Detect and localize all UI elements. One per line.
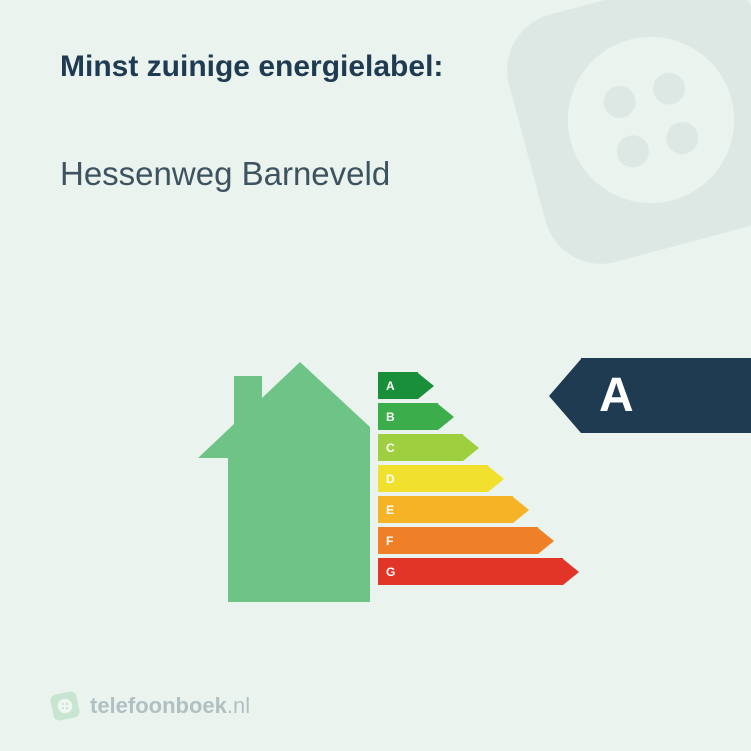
energy-bar-g: G [378,558,579,585]
energy-bar-arrow [563,559,579,585]
energy-bar-d: D [378,465,579,492]
energy-bar-body: B [378,403,438,430]
energy-bar-arrow [538,528,554,554]
energy-bar-arrow [418,373,434,399]
brand-light: .nl [227,693,250,718]
footer-brand: telefoonboek.nl [50,691,250,721]
energy-bar-arrow [488,466,504,492]
brand-icon [50,691,80,721]
energy-bar-body: F [378,527,538,554]
selected-label-indicator: A [549,358,751,433]
energy-bar-c: C [378,434,579,461]
watermark-icon [455,0,751,316]
indicator-arrow [549,359,581,433]
energy-bar-arrow [513,497,529,523]
energy-bar-body: C [378,434,463,461]
energy-bar-body: G [378,558,563,585]
energy-bar-f: F [378,527,579,554]
house-icon [190,362,370,602]
energy-bar-e: E [378,496,579,523]
brand-text: telefoonboek.nl [90,693,250,719]
energy-bar-body: E [378,496,513,523]
indicator-label: A [599,368,634,423]
brand-bold: telefoonboek [90,693,227,718]
energy-bar-arrow [438,404,454,430]
energy-bar-arrow [463,435,479,461]
energy-bar-body: A [378,372,418,399]
energy-bar-body: D [378,465,488,492]
page-title: Minst zuinige energielabel: [60,50,443,84]
indicator-body: A [581,358,751,433]
page-subtitle: Hessenweg Barneveld [60,155,390,193]
